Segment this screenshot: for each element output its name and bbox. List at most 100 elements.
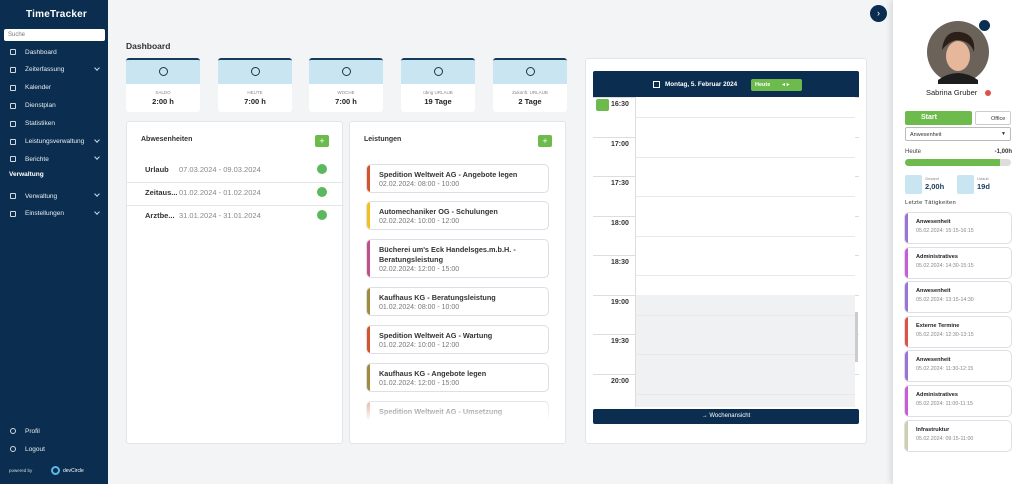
sidebar: TimeTracker Suche Verwaltung powered by … — [0, 0, 108, 484]
week-view-label: Wochenansicht — [709, 413, 751, 419]
nav-label: Kalender — [25, 84, 52, 92]
service-item[interactable]: Kaufhaus KG - Angebote legen 01.02.2024: … — [366, 363, 549, 392]
logo: TimeTracker — [26, 9, 87, 20]
start-button[interactable]: Start — [905, 111, 972, 125]
activity-item[interactable]: Externe Termine 05.02.2024: 12:30-13:15 — [904, 315, 1012, 348]
time-cell — [635, 136, 855, 176]
nav-item[interactable]: Profil — [0, 423, 108, 439]
activity-time: 05.02.2024: 11:30-12:15 — [916, 366, 974, 373]
time-label: 17:00 — [611, 140, 629, 148]
add-button[interactable]: + — [315, 135, 329, 147]
office-button[interactable]: Office — [975, 111, 1011, 125]
activity-item[interactable]: Infrastruktur 05.02.2024: 09:15-11:00 — [904, 419, 1012, 452]
nav-item[interactable]: Zeiterfassung — [0, 62, 108, 78]
brand-icon — [51, 466, 60, 475]
stat-card: WOCHE 7:00 h — [309, 58, 383, 112]
service-color — [367, 165, 370, 192]
start-label: Start — [921, 114, 937, 121]
add-button[interactable]: + — [538, 135, 552, 147]
activity-color — [905, 213, 908, 243]
nav-item[interactable]: Leistungsverwaltung — [0, 134, 108, 150]
stat-band — [309, 60, 383, 84]
nav-item[interactable]: Einstellungen — [0, 206, 108, 222]
stat-icon — [526, 67, 535, 76]
nav-item[interactable]: Statistiken — [0, 116, 108, 132]
search-input[interactable]: Suche — [4, 29, 105, 41]
today-label: Heute — [905, 149, 922, 155]
calendar-header: Montag, 5. Februar 2024 Heute ◂ ▸ — [593, 71, 859, 97]
nav-item[interactable]: Dashboard — [0, 44, 108, 60]
service-title: Automechaniker OG - Schulungen — [379, 207, 498, 216]
stat-label: HEUTE — [247, 90, 263, 95]
activity-item[interactable]: Anwesenheit 05.02.2024: 13:15-14:30 — [904, 281, 1012, 314]
activity-select[interactable]: Anwesenheit ▼ — [905, 127, 1011, 141]
nav-item[interactable]: Dienstplan — [0, 98, 108, 114]
stat-label: SALDO — [155, 90, 171, 95]
nav-label: Zeiterfassung — [25, 66, 65, 74]
nav-item[interactable]: Logout — [0, 441, 108, 457]
nav-label: Dashboard — [25, 48, 57, 56]
total-label: Urlaub — [977, 176, 989, 181]
nav-icon — [10, 120, 16, 127]
page-title: Dashboard — [126, 41, 171, 51]
profile-name: Sabrina Gruber — [926, 88, 978, 97]
nav-item[interactable]: Verwaltung — [0, 188, 108, 204]
nav-icon — [10, 446, 16, 452]
panel-title: Abwesenheiten — [141, 136, 193, 143]
nav-label: Leistungsverwaltung — [25, 138, 85, 145]
nav-item[interactable]: Berichte — [0, 151, 108, 167]
nav-arrows[interactable]: ◂ ▸ — [782, 82, 790, 88]
absence-check — [317, 164, 327, 174]
absence-row[interactable]: Urlaub 07.03.2024 - 09.03.2024 — [127, 161, 344, 183]
status-dot — [985, 90, 991, 96]
half-line — [635, 393, 855, 395]
time-label: 18:00 — [611, 219, 629, 227]
stat-label: WOCHE — [337, 90, 355, 95]
today-button[interactable]: Heute ◂ ▸ — [751, 79, 802, 91]
nav-icon — [10, 66, 16, 73]
activity-time: 05.02.2024: 12:30-13:15 — [916, 331, 974, 338]
activity-time: 05.02.2024: 11:00-11:15 — [916, 401, 973, 407]
time-label: 19:00 — [611, 298, 629, 306]
absence-type: Urlaub — [145, 165, 169, 174]
absences-panel: Abwesenheiten + Urlaub 07.03.2024 - 09.03… — [126, 121, 344, 444]
absence-range: 07.03.2024 - 09.03.2024 — [179, 165, 261, 174]
service-item[interactable]: Automechaniker OG - Schulungen 02.02.2024… — [366, 201, 549, 230]
absence-row[interactable]: Arztbe... 31.01.2024 - 31.01.2024 — [127, 207, 344, 229]
half-line — [635, 117, 855, 118]
time-label: 17:30 — [611, 180, 629, 187]
nav-item[interactable]: Kalender — [0, 80, 108, 96]
absence-row[interactable]: Zeitaus... 01.02.2024 - 01.02.2024 — [127, 184, 344, 206]
upload-button[interactable] — [979, 20, 990, 31]
office-label: Office — [991, 116, 1006, 122]
progress — [905, 159, 1011, 166]
activity-item[interactable]: Administratives 05.02.2024: 11:00-11:15 — [904, 385, 1012, 417]
collapse-button[interactable]: › — [870, 5, 887, 22]
stat-label: Zukünft. URLAUB — [512, 90, 548, 95]
service-item[interactable]: Bücherei um's Eck Handelsges.m.b.H. - Be… — [366, 239, 549, 278]
recent-title: Letzte Tätigkeiten — [905, 200, 957, 206]
recent-list: Anwesenheit 05.02.2024: 15:15-16:15 Admini… — [904, 212, 1012, 452]
activity-item[interactable]: Administratives 05.02.2024: 14:30-15:15 — [904, 246, 1012, 279]
nav-label: Verwaltung — [25, 192, 58, 200]
activity-item[interactable]: Anwesenheit 05.02.2024: 15:15-16:15 — [904, 212, 1012, 244]
time-cell — [635, 255, 855, 295]
stat-band — [218, 60, 292, 84]
service-color — [367, 202, 370, 229]
activity-title: Administratives — [916, 392, 958, 398]
service-item[interactable]: Kaufhaus KG - Beratungsleistung 01.02.202… — [366, 287, 549, 316]
activity-title: Anwesenheit — [916, 288, 951, 295]
week-view-button[interactable]: → Wochenansicht — [593, 409, 859, 424]
service-title: Spedition Weltweit AG - Angebote legen — [379, 170, 518, 179]
today-value: -1,00h — [994, 149, 1012, 155]
half-line — [635, 156, 855, 158]
stat-value: 19 Tage — [424, 97, 452, 106]
service-item[interactable]: Spedition Weltweit AG - Angebote legen 02… — [366, 164, 549, 193]
service-item[interactable]: Spedition Weltweit AG - Wartung 01.02.202… — [366, 325, 549, 354]
avatar-hair — [942, 31, 975, 52]
service-time: 01.02.2024: 12:00 - 15:00 — [379, 380, 460, 387]
nav-icon — [10, 84, 16, 91]
activity-item[interactable]: Anwesenheit 05.02.2024: 11:30-12:15 — [904, 350, 1012, 383]
activity-color — [905, 282, 908, 313]
